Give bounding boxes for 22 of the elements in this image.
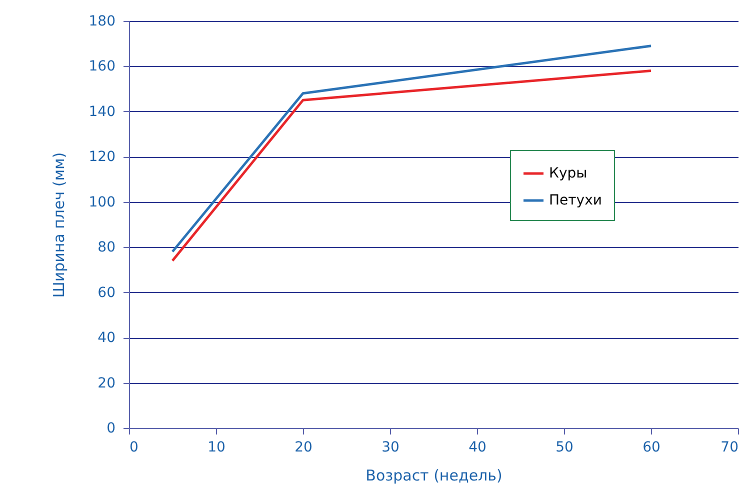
x-tick-label: 70 — [720, 440, 738, 456]
y-tick-label: 0 — [106, 420, 116, 436]
legend-label: Петухи — [549, 192, 602, 208]
legend-label: Куры — [549, 166, 588, 182]
x-tick-label: 50 — [556, 440, 574, 456]
x-tick-label: 30 — [382, 440, 400, 456]
y-tick-label: 40 — [98, 330, 116, 346]
y-tick-label: 80 — [98, 240, 116, 256]
y-axis-title: Ширина плеч (мм) — [50, 152, 68, 298]
y-tick-label: 120 — [88, 149, 116, 166]
x-tick-label: 10 — [208, 440, 226, 456]
x-tick-label: 0 — [130, 440, 138, 456]
x-tick-label: 20 — [294, 440, 312, 456]
x-axis-title: Возраст (недель) — [366, 466, 502, 484]
x-tick-label: 40 — [468, 440, 486, 456]
x-tick-label: 60 — [642, 440, 660, 456]
y-tick-label: 20 — [98, 375, 116, 392]
y-tick-label: 100 — [88, 194, 116, 210]
y-tick-label: 180 — [88, 14, 116, 30]
y-tick-label: 160 — [88, 58, 116, 75]
y-tick-label: 60 — [98, 284, 116, 301]
y-tick-label: 140 — [88, 104, 116, 120]
